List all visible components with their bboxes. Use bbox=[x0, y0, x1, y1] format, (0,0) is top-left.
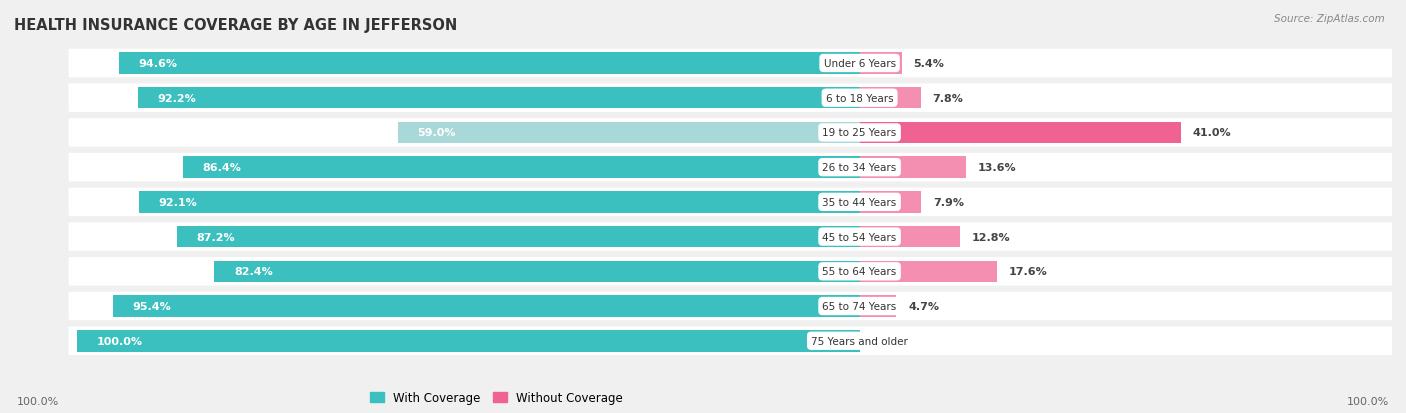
Text: 100.0%: 100.0% bbox=[17, 396, 59, 406]
Text: 86.4%: 86.4% bbox=[202, 163, 242, 173]
Text: 5.4%: 5.4% bbox=[914, 59, 945, 69]
Text: 4.7%: 4.7% bbox=[908, 301, 939, 311]
Bar bbox=[859, 88, 921, 109]
Bar bbox=[398, 122, 859, 144]
Text: 41.0%: 41.0% bbox=[1192, 128, 1230, 138]
Bar bbox=[859, 261, 997, 282]
Bar bbox=[859, 296, 897, 317]
Bar bbox=[859, 53, 901, 75]
Text: HEALTH INSURANCE COVERAGE BY AGE IN JEFFERSON: HEALTH INSURANCE COVERAGE BY AGE IN JEFF… bbox=[14, 18, 457, 33]
Bar bbox=[77, 330, 859, 351]
Text: 35 to 44 Years: 35 to 44 Years bbox=[823, 197, 897, 207]
FancyBboxPatch shape bbox=[69, 257, 1406, 286]
Text: 0.0%: 0.0% bbox=[872, 336, 901, 346]
FancyBboxPatch shape bbox=[69, 223, 1406, 251]
Bar bbox=[112, 296, 859, 317]
Text: 19 to 25 Years: 19 to 25 Years bbox=[823, 128, 897, 138]
Legend: With Coverage, Without Coverage: With Coverage, Without Coverage bbox=[366, 387, 627, 409]
Text: 45 to 54 Years: 45 to 54 Years bbox=[823, 232, 897, 242]
Text: 55 to 64 Years: 55 to 64 Years bbox=[823, 267, 897, 277]
Text: 100.0%: 100.0% bbox=[1347, 396, 1389, 406]
Bar bbox=[139, 192, 859, 213]
Bar bbox=[120, 53, 859, 75]
FancyBboxPatch shape bbox=[69, 50, 1406, 78]
Bar bbox=[138, 88, 859, 109]
Text: 95.4%: 95.4% bbox=[132, 301, 172, 311]
Bar bbox=[859, 122, 1181, 144]
FancyBboxPatch shape bbox=[69, 154, 1406, 182]
Bar bbox=[183, 157, 859, 178]
Text: 75 Years and older: 75 Years and older bbox=[811, 336, 908, 346]
Bar bbox=[859, 226, 960, 248]
Text: 13.6%: 13.6% bbox=[977, 163, 1017, 173]
Text: 12.8%: 12.8% bbox=[972, 232, 1010, 242]
Text: 94.6%: 94.6% bbox=[139, 59, 177, 69]
Text: 17.6%: 17.6% bbox=[1010, 267, 1047, 277]
Text: 92.1%: 92.1% bbox=[157, 197, 197, 207]
FancyBboxPatch shape bbox=[69, 188, 1406, 216]
Text: 59.0%: 59.0% bbox=[418, 128, 456, 138]
Text: 7.8%: 7.8% bbox=[932, 93, 963, 103]
Text: 6 to 18 Years: 6 to 18 Years bbox=[825, 93, 893, 103]
FancyBboxPatch shape bbox=[69, 292, 1406, 320]
Bar bbox=[177, 226, 859, 248]
Text: 65 to 74 Years: 65 to 74 Years bbox=[823, 301, 897, 311]
Text: Under 6 Years: Under 6 Years bbox=[824, 59, 896, 69]
Text: 92.2%: 92.2% bbox=[157, 93, 195, 103]
FancyBboxPatch shape bbox=[69, 327, 1406, 355]
Bar bbox=[859, 157, 966, 178]
Text: 87.2%: 87.2% bbox=[197, 232, 235, 242]
Text: 26 to 34 Years: 26 to 34 Years bbox=[823, 163, 897, 173]
Bar bbox=[859, 192, 921, 213]
Bar bbox=[215, 261, 859, 282]
FancyBboxPatch shape bbox=[69, 119, 1406, 147]
FancyBboxPatch shape bbox=[69, 84, 1406, 113]
Text: 7.9%: 7.9% bbox=[934, 197, 965, 207]
Text: 82.4%: 82.4% bbox=[233, 267, 273, 277]
Text: Source: ZipAtlas.com: Source: ZipAtlas.com bbox=[1274, 14, 1385, 24]
Text: 100.0%: 100.0% bbox=[96, 336, 142, 346]
